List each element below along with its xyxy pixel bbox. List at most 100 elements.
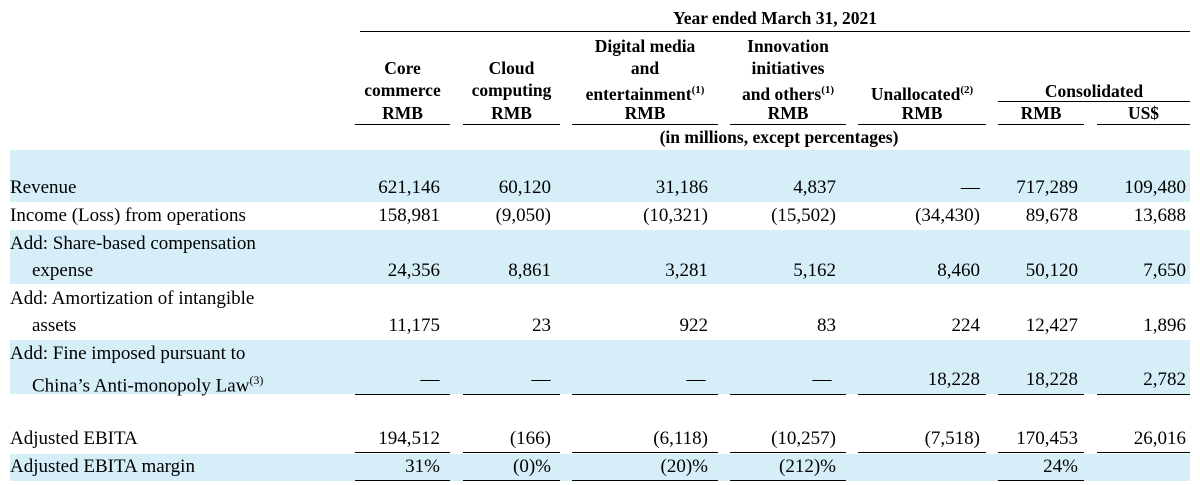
col-innovation-heading: Innovation initiatives and others(1) xyxy=(741,36,835,104)
hdr-underline-7 xyxy=(1097,124,1190,125)
margin-rule-3 xyxy=(572,480,718,481)
value-cell: 8,460 xyxy=(937,260,980,281)
value-cell: 7,650 xyxy=(1143,260,1186,281)
value-cell: (34,430) xyxy=(915,205,980,226)
col-unallocated-currency: RMB xyxy=(901,103,943,123)
col-consolidated-usd-currency: US$ xyxy=(1127,103,1160,123)
value-cell: 89,678 xyxy=(1025,205,1078,226)
col-innovation-currency: RMB xyxy=(767,103,809,123)
col-digital-media-currency: RMB xyxy=(624,103,666,123)
ebita-rule-4 xyxy=(730,452,846,453)
value-cell: 3,281 xyxy=(665,260,708,281)
total-rule-6 xyxy=(998,394,1084,395)
period-title: Year ended March 31, 2021 xyxy=(673,8,877,28)
margin-rule-1 xyxy=(355,480,450,481)
value-cell: — xyxy=(420,369,440,390)
row-label-adjusted-ebita: Adjusted EBITA xyxy=(10,428,138,449)
ebita-rule-2 xyxy=(463,452,560,453)
value-cell: 31% xyxy=(405,456,440,477)
total-rule-2 xyxy=(463,394,560,395)
value-cell: (212)% xyxy=(779,456,836,477)
row-label-share-based-2: expense xyxy=(32,260,94,281)
col-cloud-computing-currency: RMB xyxy=(491,103,532,123)
value-cell: (10,257) xyxy=(771,428,836,449)
row-label-fine-2: China’s Anti-monopoly Law(3) xyxy=(32,373,264,397)
ebita-rule-3 xyxy=(572,452,718,453)
value-cell: 24,356 xyxy=(387,260,440,281)
hdr-underline-1 xyxy=(355,124,450,125)
value-cell: (6,118) xyxy=(653,428,708,449)
value-cell: 12,427 xyxy=(1025,315,1078,336)
row-label-ebita-margin: Adjusted EBITA margin xyxy=(10,456,195,477)
value-cell: (15,502) xyxy=(771,205,836,226)
row-label-fine: Add: Fine imposed pursuant to xyxy=(10,343,246,364)
value-cell: 60,120 xyxy=(498,177,551,198)
value-cell: 31,186 xyxy=(655,177,708,198)
consolidated-underline xyxy=(998,101,1190,102)
row-label-income-loss: Income (Loss) from operations xyxy=(10,205,246,226)
value-cell: 5,162 xyxy=(793,260,836,281)
row-label-revenue: Revenue xyxy=(10,177,77,198)
ebita-rule-7 xyxy=(1097,452,1190,453)
hdr-underline-6 xyxy=(998,124,1084,125)
value-cell: 50,120 xyxy=(1025,260,1078,281)
value-cell: — xyxy=(531,369,551,390)
value-cell: 18,228 xyxy=(1025,369,1078,390)
value-cell: 24% xyxy=(1043,456,1078,477)
total-rule-7 xyxy=(1097,394,1190,395)
row-label-share-based: Add: Share-based compensation xyxy=(10,233,256,254)
value-cell: 717,289 xyxy=(1016,177,1078,198)
value-cell: 1,896 xyxy=(1143,315,1186,336)
value-cell: 8,861 xyxy=(508,260,551,281)
value-cell: — xyxy=(812,369,832,390)
value-cell: (7,518) xyxy=(924,428,980,449)
value-cell: 621,146 xyxy=(378,177,440,198)
value-cell: (9,050) xyxy=(495,205,551,226)
value-cell: — xyxy=(686,369,706,390)
band-share-based xyxy=(10,230,1190,284)
value-cell: 194,512 xyxy=(378,428,440,449)
value-cell: 11,175 xyxy=(388,315,440,336)
value-cell: — xyxy=(961,177,980,198)
period-underline xyxy=(360,31,1190,32)
band-fine xyxy=(10,340,1190,394)
value-cell: 13,688 xyxy=(1133,205,1186,226)
total-rule-1 xyxy=(355,394,450,395)
value-cell: 922 xyxy=(679,315,709,336)
units-note: (in millions, except percentages) xyxy=(659,127,899,147)
col-consolidated-rmb-currency: RMB xyxy=(1020,103,1062,123)
col-core-commerce-currency: RMB xyxy=(382,103,423,123)
margin-rule-4 xyxy=(730,480,846,481)
margin-rule-2 xyxy=(463,480,560,481)
hdr-underline-4 xyxy=(730,124,846,125)
total-rule-5 xyxy=(858,394,986,395)
col-cloud-computing-heading: Cloud computing xyxy=(471,58,552,100)
band-top xyxy=(10,150,1190,202)
total-rule-3 xyxy=(572,394,718,395)
row-label-amortization-2: assets xyxy=(32,315,77,336)
value-cell: 109,480 xyxy=(1124,177,1186,198)
col-digital-media-heading: Digital media and entertainment(1) xyxy=(585,36,705,104)
hdr-underline-2 xyxy=(463,124,560,125)
value-cell: 2,782 xyxy=(1143,369,1186,390)
col-unallocated-heading: Unallocated(2) xyxy=(870,83,974,104)
col-core-commerce-heading: Core commerce xyxy=(364,58,441,100)
value-cell: (166) xyxy=(509,428,551,449)
value-cell: 26,016 xyxy=(1133,428,1186,449)
value-cell: (10,321) xyxy=(643,205,708,226)
row-label-amortization: Add: Amortization of intangible xyxy=(10,288,255,309)
ebita-rule-5 xyxy=(858,452,986,453)
value-cell: 18,228 xyxy=(927,369,980,390)
value-cell: 83 xyxy=(817,315,836,336)
ebita-rule-1 xyxy=(355,452,450,453)
margin-rule-6 xyxy=(998,480,1084,481)
hdr-underline-5 xyxy=(858,124,986,125)
value-cell: 23 xyxy=(532,315,551,336)
band-margin xyxy=(10,454,1190,481)
value-cell: 170,453 xyxy=(1016,428,1078,449)
hdr-underline-3 xyxy=(572,124,718,125)
total-rule-4 xyxy=(730,394,846,395)
ebita-rule-6 xyxy=(998,452,1084,453)
value-cell: 224 xyxy=(951,315,981,336)
value-cell: 158,981 xyxy=(378,205,440,226)
